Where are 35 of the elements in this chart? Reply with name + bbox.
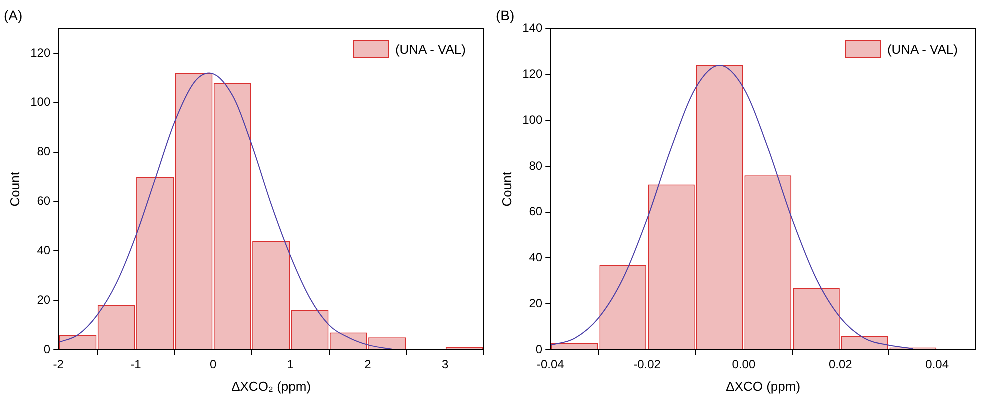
y-tick-label: 60 xyxy=(37,194,51,208)
y-tick-label: 20 xyxy=(529,296,543,310)
y-tick-label: 20 xyxy=(37,292,51,307)
legend-label: (UNA - VAL) xyxy=(395,42,466,56)
y-tick-label: 100 xyxy=(522,112,543,127)
x-axis-title: ΔXCO₂ (ppm) xyxy=(232,378,312,394)
y-tick-label: 0 xyxy=(44,342,51,356)
y-tick-label: 120 xyxy=(30,46,51,60)
line-series xyxy=(550,65,914,350)
y-tick-label: 120 xyxy=(522,67,543,81)
y-tick-label: 40 xyxy=(37,243,51,258)
x-tick-label: 0.02 xyxy=(828,358,853,372)
y-tick-label: 0 xyxy=(536,342,543,356)
x-tick-label: 0.00 xyxy=(732,358,756,372)
x-tick-label: -0.02 xyxy=(634,358,662,372)
y-tick-label: 140 xyxy=(522,21,543,36)
x-tick-label: 1 xyxy=(287,358,294,372)
y-tick-label: 80 xyxy=(529,158,543,173)
chart-title: (B) xyxy=(496,7,515,24)
chart-title: (A) xyxy=(4,7,23,24)
x-tick-label: -0.04 xyxy=(536,358,565,372)
y-tick-label: 100 xyxy=(30,95,51,110)
x-tick-label: 3 xyxy=(442,358,449,372)
y-axis-title: Count xyxy=(7,172,22,207)
x-axis-title: ΔXCO (ppm) xyxy=(726,378,801,394)
x-tick-label: -2 xyxy=(53,358,64,372)
x-tick-label: 0 xyxy=(210,358,217,372)
x-tick-label: 0.04 xyxy=(926,358,950,372)
x-tick-label: -1 xyxy=(130,358,142,372)
y-tick-label: 40 xyxy=(529,250,543,265)
legend-label: (UNA - VAL) xyxy=(887,42,958,56)
y-tick-label: 80 xyxy=(37,144,51,159)
y-axis-title: Count xyxy=(499,172,514,207)
y-tick-label: 60 xyxy=(529,204,543,219)
x-tick-label: 2 xyxy=(364,358,372,372)
